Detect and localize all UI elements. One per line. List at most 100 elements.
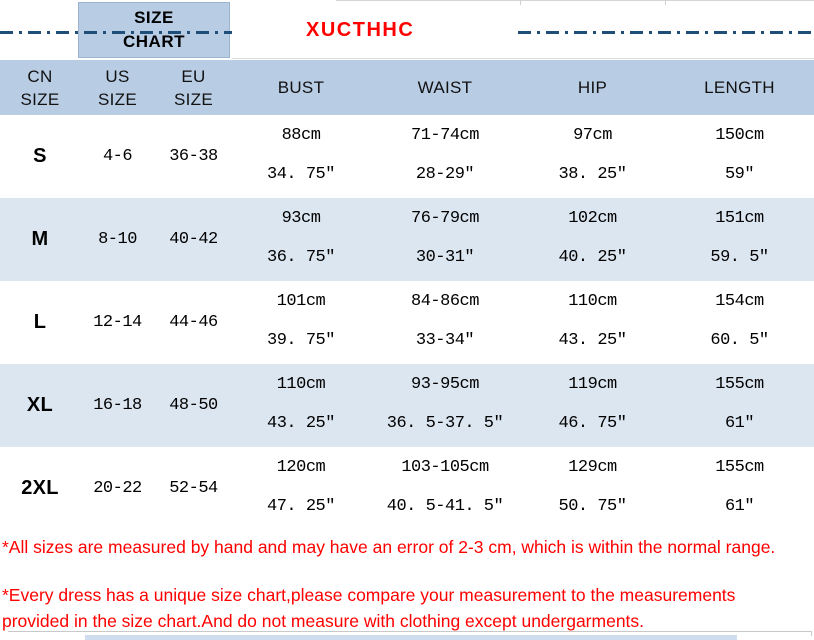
value-cm: 129cm — [568, 458, 617, 477]
col-header-us-size: US SIZE — [80, 60, 155, 115]
col-header-bust: BUST — [232, 60, 370, 115]
value-cm: 119cm — [568, 375, 617, 394]
row-s-waist: 71-74cm 28-29″ — [370, 115, 520, 198]
header-text: EU — [181, 66, 206, 86]
dash-dot-rule-left — [0, 31, 232, 34]
value-inch: 61″ — [724, 414, 755, 433]
row-2xl-cn: 2XL — [0, 447, 80, 530]
value-cm: 120cm — [276, 458, 326, 477]
size-chart-title-line1: SIZE — [134, 8, 174, 27]
row-l-length: 154cm 60. 5″ — [665, 281, 814, 364]
pre-header-border — [232, 58, 814, 59]
value-cm: 155cm — [715, 458, 764, 477]
header-text: WAIST — [417, 78, 473, 97]
row-m-hip: 102cm 40. 25″ — [520, 198, 665, 281]
disclaimer-notes: *All sizes are measured by hand and may … — [2, 536, 810, 634]
value-inch: 40. 5-41. 5″ — [386, 497, 504, 516]
value-cm: 154cm — [715, 292, 764, 311]
value-cm: 76-79cm — [411, 209, 479, 228]
value-cm: 84-86cm — [411, 292, 479, 311]
value-cm: 93cm — [281, 209, 321, 228]
size-chart-title-box: SIZE CHART — [78, 2, 230, 58]
row-xl-us: 16-18 — [80, 364, 155, 447]
row-s-cn: S — [0, 115, 80, 198]
value-inch: 46. 75″ — [558, 414, 627, 433]
row-l-bust: 101cm 39. 75″ — [232, 281, 370, 364]
row-xl-eu: 48-50 — [155, 364, 232, 447]
value-inch: 43. 25″ — [267, 414, 335, 433]
row-m-bust: 93cm 36. 75″ — [232, 198, 370, 281]
row-xl-bust: 110cm 43. 25″ — [232, 364, 370, 447]
value-inch: 59. 5″ — [710, 248, 769, 267]
row-s-length: 150cm 59″ — [665, 115, 814, 198]
value-cm: 151cm — [715, 209, 764, 228]
col-header-cn-size: CN SIZE — [0, 60, 80, 115]
row-l-waist: 84-86cm 33-34″ — [370, 281, 520, 364]
value-inch: 34. 75″ — [267, 165, 335, 184]
value-inch: 59″ — [724, 165, 755, 184]
row-s-eu: 36-38 — [155, 115, 232, 198]
size-table: CN SIZE US SIZE EU SIZE BUST WAIST HIP L… — [0, 60, 814, 530]
col-header-eu-size: EU SIZE — [155, 60, 232, 115]
value-cm: 102cm — [568, 209, 617, 228]
value-cm: 155cm — [715, 375, 764, 394]
row-2xl-bust: 120cm 47. 25″ — [232, 447, 370, 530]
value-cm: 71-74cm — [411, 126, 479, 145]
row-m-us: 8-10 — [80, 198, 155, 281]
value-cm: 110cm — [276, 375, 326, 394]
header-text: SIZE — [20, 89, 60, 109]
value-cm: 110cm — [568, 292, 617, 311]
row-s-hip: 97cm 38. 25″ — [520, 115, 665, 198]
value-cm: 97cm — [573, 126, 612, 145]
row-l-eu: 44-46 — [155, 281, 232, 364]
value-cm: 103-105cm — [401, 458, 489, 477]
row-2xl-us: 20-22 — [80, 447, 155, 530]
value-inch: 36. 5-37. 5″ — [386, 414, 504, 433]
row-xl-length: 155cm 61″ — [665, 364, 814, 447]
value-cm: 101cm — [276, 292, 326, 311]
row-xl-hip: 119cm 46. 75″ — [520, 364, 665, 447]
top-cell-tick — [520, 0, 521, 5]
value-inch: 60. 5″ — [710, 331, 769, 350]
value-inch: 36. 75″ — [267, 248, 335, 267]
row-m-eu: 40-42 — [155, 198, 232, 281]
dash-dot-rule-right — [518, 31, 814, 34]
value-inch: 61″ — [724, 497, 755, 516]
row-2xl-waist: 103-105cm 40. 5-41. 5″ — [370, 447, 520, 530]
header-text: SIZE — [98, 89, 137, 109]
row-2xl-length: 155cm 61″ — [665, 447, 814, 530]
col-header-length: LENGTH — [665, 60, 814, 115]
value-inch: 28-29″ — [415, 165, 475, 184]
row-xl-waist: 93-95cm 36. 5-37. 5″ — [370, 364, 520, 447]
header-text: US — [105, 66, 130, 86]
col-header-hip: HIP — [520, 60, 665, 115]
header-text: SIZE — [174, 89, 213, 109]
header-text: CN — [27, 66, 53, 86]
value-inch: 43. 25″ — [558, 331, 627, 350]
row-m-waist: 76-79cm 30-31″ — [370, 198, 520, 281]
row-2xl-hip: 129cm 50. 75″ — [520, 447, 665, 530]
header-text: LENGTH — [704, 78, 775, 97]
row-2xl-eu: 52-54 — [155, 447, 232, 530]
value-inch: 40. 25″ — [558, 248, 627, 267]
value-cm: 93-95cm — [411, 375, 479, 394]
value-cm: 150cm — [715, 126, 764, 145]
bottom-border — [8, 631, 812, 632]
value-inch: 38. 25″ — [558, 165, 627, 184]
value-inch: 47. 25″ — [267, 497, 335, 516]
value-inch: 33-34″ — [415, 331, 475, 350]
value-inch: 30-31″ — [415, 248, 475, 267]
header-text: HIP — [577, 78, 608, 97]
bottom-border-tick — [811, 631, 812, 636]
row-l-us: 12-14 — [80, 281, 155, 364]
cutoff-next-section-bar — [85, 635, 737, 640]
top-border-remnant — [336, 0, 814, 1]
value-inch: 39. 75″ — [267, 331, 335, 350]
row-s-bust: 88cm 34. 75″ — [232, 115, 370, 198]
row-xl-cn: XL — [0, 364, 80, 447]
row-l-hip: 110cm 43. 25″ — [520, 281, 665, 364]
row-m-length: 151cm 59. 5″ — [665, 198, 814, 281]
header-text: BUST — [277, 78, 325, 97]
col-header-waist: WAIST — [370, 60, 520, 115]
